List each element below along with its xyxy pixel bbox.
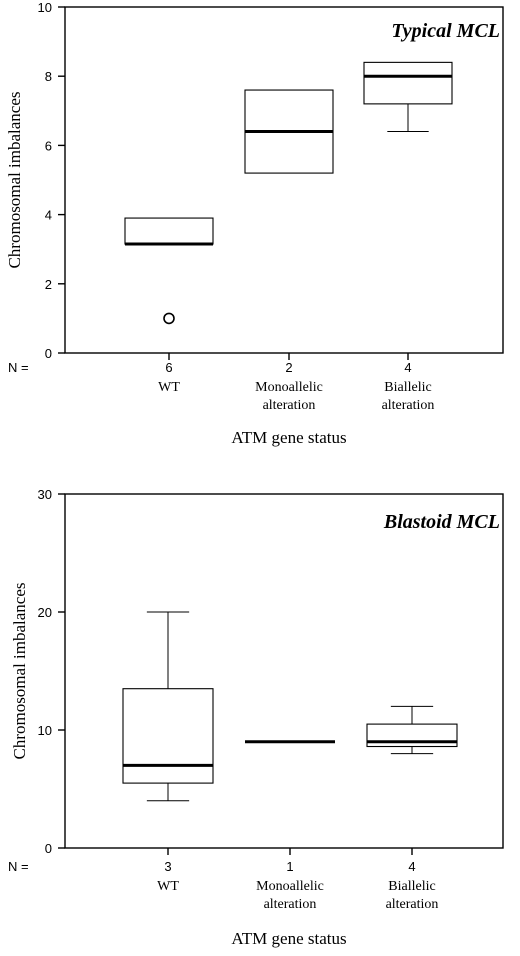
n-prefix-label: N = [8,360,29,375]
group-n-label: 6 [165,360,172,375]
y-tick-label: 0 [45,841,52,856]
group-n-label: 4 [408,859,415,874]
category-label: Biallelic [384,380,431,395]
group-n-label: 3 [164,859,171,874]
y-axis-label: Chromosomal imbalances [5,91,24,268]
category-label: alteration [386,897,439,912]
y-tick-label: 20 [38,605,52,620]
x-axis-label: ATM gene status [231,428,346,447]
box-iqr [124,217,214,245]
category-label: Monoallelic [255,380,323,395]
box-iqr [122,688,214,784]
chart-title: Blastoid MCL [383,511,500,533]
y-tick-label: 0 [45,346,52,361]
plot-frame [64,493,504,849]
group-n-label: 2 [285,360,292,375]
group-n-label: 4 [404,360,411,375]
y-tick-label: 8 [45,69,52,84]
category-label: Monoallelic [256,879,324,894]
x-axis-label: ATM gene status [231,929,346,948]
n-prefix-label: N = [8,859,29,874]
category-label: WT [157,879,179,894]
chart-panel-1: 0 2 4 6 8 10 Chromosomal imbalances Typical MCL… [5,0,504,447]
y-tick-label: 2 [45,277,52,292]
category-label: WT [158,380,180,395]
y-axis-label: Chromosomal imbalances [10,582,29,759]
chart-title: Typical MCL [391,20,500,42]
y-tick-label: 6 [45,138,52,153]
plot-frame [64,6,504,354]
category-label: alteration [264,897,317,912]
y-tick-label: 30 [38,487,52,502]
y-tick-label: 10 [38,0,52,15]
y-tick-label: 4 [45,208,52,223]
category-label: alteration [382,398,435,413]
category-label: alteration [263,398,316,413]
y-tick-label: 10 [38,723,52,738]
group-n-label: 1 [286,859,293,874]
outlier-point [163,312,175,325]
category-label: Biallelic [388,879,435,894]
chart-panel-2: 0 10 20 30 Chromosomal imbalances Blastoid MC… [8,487,504,948]
box-iqr [363,61,453,105]
